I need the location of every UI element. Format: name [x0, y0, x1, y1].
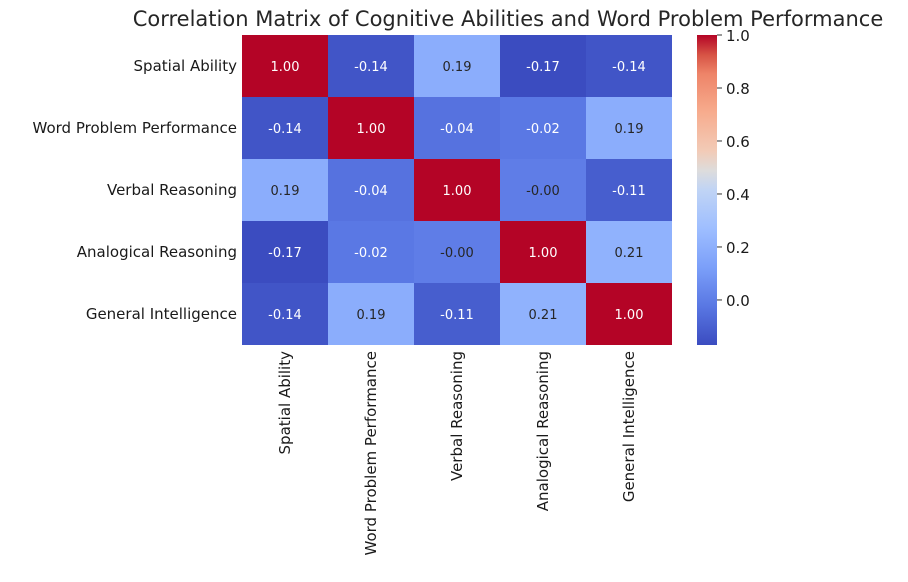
cell-value-label: -0.04	[354, 184, 388, 199]
heatmap-cell	[414, 159, 500, 221]
heatmap-cell	[242, 35, 328, 97]
cell-value-label: -0.00	[440, 246, 474, 261]
colorbar-ticks: 0.0 0.2 0.4 0.6 0.8 1.0	[717, 27, 750, 310]
cell-value-label: -0.14	[268, 122, 302, 137]
cell-value-label: 0.19	[271, 184, 300, 199]
column-label: Analogical Reasoning	[534, 351, 552, 511]
colorbar-gradient	[697, 35, 717, 345]
heatmap-cell	[586, 221, 672, 283]
heatmap-cell	[500, 221, 586, 283]
cell-value-label: -0.00	[526, 184, 560, 199]
column-label: Spatial Ability	[276, 351, 294, 455]
heatmap-cell	[328, 97, 414, 159]
heatmap-cell	[500, 97, 586, 159]
heatmap-cell	[414, 35, 500, 97]
cell-value-label: 1.00	[271, 60, 300, 75]
colorbar-tick-label: 1.0	[726, 27, 750, 45]
heatmap-cell	[500, 283, 586, 345]
row-label: General Intelligence	[86, 305, 237, 323]
colorbar-tick-label: 0.4	[726, 186, 750, 204]
heatmap-cells: 1.00 -0.14 0.19 -0.17 -0.14 -0.14 1.00 -0.04 -0.…	[242, 35, 672, 345]
cell-value-label: -0.14	[354, 60, 388, 75]
colorbar-tick-label: 0.6	[726, 133, 750, 151]
cell-value-label: 0.21	[529, 308, 558, 323]
cell-value-label: -0.17	[268, 246, 302, 261]
chart-title: Correlation Matrix of Cognitive Abilitie…	[133, 7, 884, 31]
cell-value-label: -0.17	[526, 60, 560, 75]
heatmap-cell	[500, 35, 586, 97]
column-label: Word Problem Performance	[362, 351, 380, 555]
cell-value-label: 0.19	[443, 60, 472, 75]
heatmap-cell	[242, 97, 328, 159]
row-label: Analogical Reasoning	[77, 243, 237, 261]
column-label: Verbal Reasoning	[448, 351, 466, 481]
cell-value-label: -0.02	[526, 122, 560, 137]
row-label: Verbal Reasoning	[107, 181, 237, 199]
cell-value-label: 0.19	[615, 122, 644, 137]
cell-value-label: -0.02	[354, 246, 388, 261]
cell-value-label: 1.00	[443, 184, 472, 199]
cell-value-label: 1.00	[529, 246, 558, 261]
colorbar-tick-label: 0.0	[726, 292, 750, 310]
heatmap-cell	[586, 35, 672, 97]
heatmap-cell	[242, 283, 328, 345]
heatmap-cell	[242, 159, 328, 221]
heatmap-cell	[328, 159, 414, 221]
heatmap-cell	[586, 283, 672, 345]
cell-value-label: -0.04	[440, 122, 474, 137]
cell-value-label: -0.14	[268, 308, 302, 323]
column-label: General Intelligence	[620, 351, 638, 502]
cell-value-label: -0.11	[612, 184, 646, 199]
colorbar-tick-label: 0.2	[726, 239, 750, 257]
heatmap-cell	[328, 35, 414, 97]
cell-value-label: -0.14	[612, 60, 646, 75]
colorbar	[697, 35, 717, 345]
heatmap-cell	[328, 283, 414, 345]
cell-value-label: 1.00	[615, 308, 644, 323]
row-label: Word Problem Performance	[33, 119, 237, 137]
row-labels: Spatial Ability Word Problem Performance V…	[33, 57, 238, 323]
colorbar-tick-label: 0.8	[726, 80, 750, 98]
heatmap-cell	[500, 159, 586, 221]
column-labels: Spatial Ability Word Problem Performance V…	[276, 351, 638, 556]
heatmap-cell	[586, 97, 672, 159]
row-label: Spatial Ability	[134, 57, 238, 75]
heatmap-cell	[414, 97, 500, 159]
heatmap-cell	[414, 283, 500, 345]
heatmap-cell	[242, 221, 328, 283]
cell-value-label: 1.00	[357, 122, 386, 137]
cell-value-label: 0.21	[615, 246, 644, 261]
cell-value-label: 0.19	[357, 308, 386, 323]
cell-value-label: -0.11	[440, 308, 474, 323]
heatmap-cell	[414, 221, 500, 283]
heatmap-cell	[328, 221, 414, 283]
heatmap-cell	[586, 159, 672, 221]
